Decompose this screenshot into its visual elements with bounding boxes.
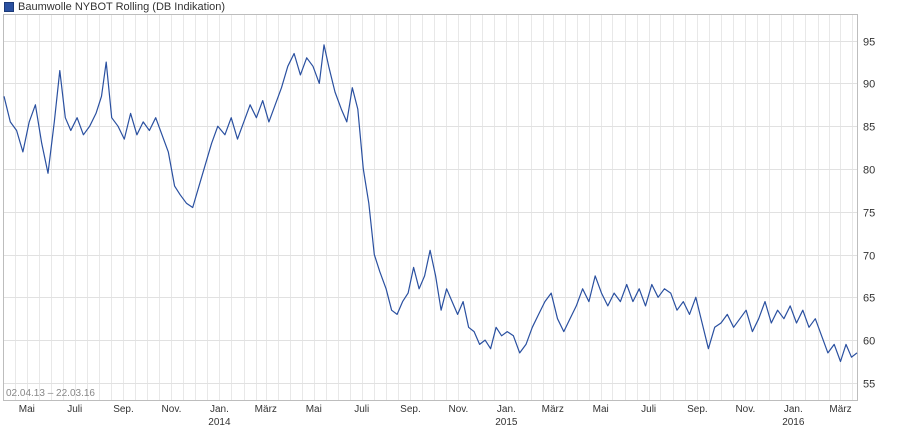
y-tick-label: 70 xyxy=(863,251,875,263)
x-tick-label: Nov. xyxy=(162,404,182,415)
y-tick-label: 60 xyxy=(863,336,875,348)
x-tick-label: Mai xyxy=(19,404,35,415)
y-axis-labels: 55 60 65 70 75 80 85 90 95 xyxy=(863,37,875,391)
x-tick-label: Mai xyxy=(593,404,609,415)
x-tick-label: Sep. xyxy=(687,404,708,415)
x-tick-label: Nov. xyxy=(735,404,755,415)
vertical-gridlines xyxy=(15,15,853,400)
x-tick-label: Nov. xyxy=(448,404,468,415)
x-tick-label: Sep. xyxy=(400,404,421,415)
y-tick-label: 85 xyxy=(863,122,875,134)
y-tick-label: 65 xyxy=(863,293,875,305)
x-tick-label: Jan. xyxy=(210,404,229,415)
y-tick-label: 55 xyxy=(863,379,875,391)
x-tick-year: 2016 xyxy=(782,417,805,428)
x-tick-year: 2014 xyxy=(208,417,231,428)
x-tick-label: Jan. xyxy=(784,404,803,415)
x-tick-label: Mai xyxy=(306,404,322,415)
y-tick-label: 75 xyxy=(863,208,875,220)
x-tick-label: Sep. xyxy=(113,404,134,415)
x-tick-label: März xyxy=(829,404,851,415)
legend-swatch xyxy=(4,2,14,12)
series-line xyxy=(3,44,858,363)
x-tick-label: Jan. xyxy=(497,404,516,415)
x-tick-label: Juli xyxy=(67,404,82,415)
series-lines xyxy=(3,44,858,363)
x-tick-year: 2015 xyxy=(495,417,518,428)
x-tick-label: Juli xyxy=(354,404,369,415)
plot-area xyxy=(3,14,858,401)
legend-label: Baumwolle NYBOT Rolling (DB Indikation) xyxy=(18,1,226,13)
x-axis-labels: Mai Juli Sep. Nov. Jan. 2014 März Mai Juli Sep. No… xyxy=(19,404,852,428)
legend: Baumwolle NYBOT Rolling (DB Indikation) xyxy=(4,0,225,14)
y-tick-label: 90 xyxy=(863,79,875,91)
x-tick-label: Juli xyxy=(641,404,656,415)
x-tick-label: März xyxy=(542,404,564,415)
date-range-label: 02.04.13 – 22.03.16 xyxy=(6,388,95,399)
y-tick-label: 95 xyxy=(863,37,875,49)
x-tick-label: März xyxy=(255,404,277,415)
y-tick-label: 80 xyxy=(863,165,875,177)
